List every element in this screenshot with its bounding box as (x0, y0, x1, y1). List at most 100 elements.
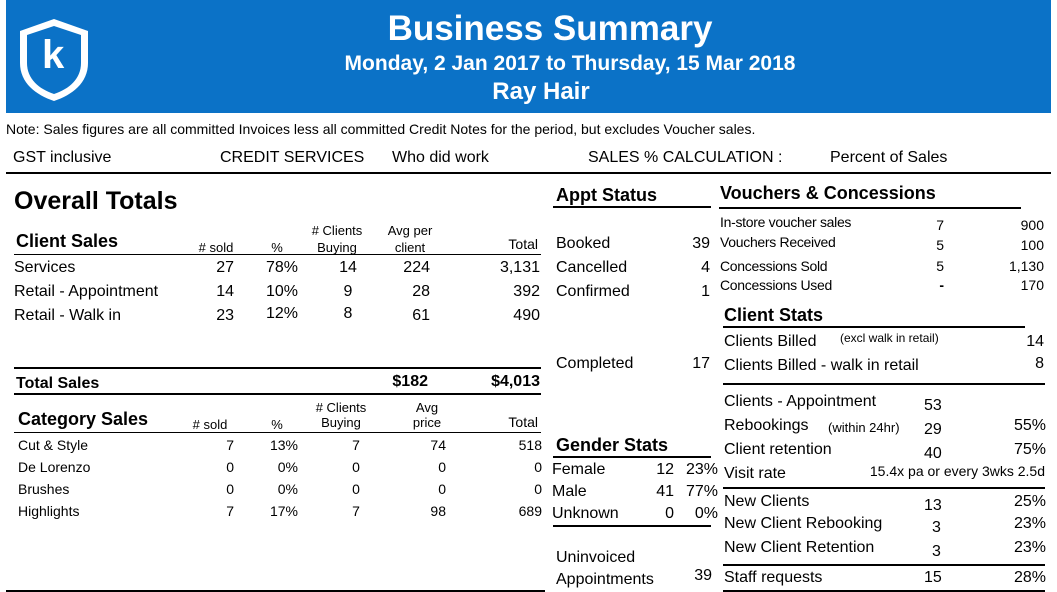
report-title: Business Summary (387, 9, 713, 48)
new-client-rebooking-pct: 23% (1013, 515, 1046, 532)
gender-male-label: Male (552, 483, 587, 500)
clients-billed-label: Clients Billed (724, 333, 817, 350)
client-stats-new-rule (723, 487, 1045, 489)
table-cell-avg: 98 (430, 503, 446, 519)
bottom-rule-right (723, 590, 1045, 592)
table-cell-avg: 0 (438, 481, 446, 497)
vouchers-title: Vouchers & Concessions (720, 183, 936, 203)
clients-appointment-value: 53 (924, 397, 942, 414)
staff-name: Ray Hair (492, 78, 590, 105)
table-cell-sold: 23 (216, 307, 234, 324)
table-row-label: Cut & Style (18, 437, 89, 453)
settings-divider (6, 172, 1051, 174)
col-clients-2: Buying (317, 240, 357, 255)
table-cell-total: 0 (534, 459, 542, 475)
table-cell-total: 3,131 (499, 259, 540, 276)
new-client-retention-label: New Client Retention (724, 539, 875, 556)
credit-services-label: CREDIT SERVICES (220, 149, 365, 166)
cat-col-total: Total (508, 414, 538, 430)
rebookings-value: 29 (924, 421, 942, 438)
cat-col-avg-1: Avg (415, 400, 439, 415)
voucher-row-value: 900 (1020, 217, 1044, 233)
table-cell-clients: 0 (352, 481, 360, 497)
gender-unknown-label: Unknown (552, 505, 619, 522)
completed-value: 17 (692, 355, 710, 372)
appt-status-title: Appt Status (556, 185, 657, 205)
table-cell-pct: 0% (277, 459, 298, 475)
table-row-label: Highlights (18, 503, 80, 519)
table-cell-total: 392 (513, 283, 540, 300)
gender-male-pct: 77% (685, 483, 718, 500)
col-avg-2: client (394, 240, 426, 255)
clients-billed-walkin-value: 8 (1035, 355, 1044, 372)
category-sales-rule (14, 432, 541, 433)
table-cell-clients: 14 (339, 259, 357, 276)
col-avg-1: Avg per (387, 223, 433, 238)
new-client-retention-pct: 23% (1013, 539, 1046, 556)
logo-letter: k (42, 33, 65, 77)
sales-calc-label: SALES % CALCULATION : (588, 149, 783, 166)
table-cell-pct: 12% (265, 305, 298, 322)
col-pct: % (271, 240, 283, 255)
table-row-label: De Lorenzo (18, 459, 91, 475)
rebookings-label: Rebookings (724, 417, 809, 434)
visit-rate-label: Visit rate (724, 465, 786, 482)
rebookings-pct: 55% (1013, 417, 1046, 434)
col-total: Total (508, 236, 538, 252)
new-clients-label: New Clients (724, 493, 810, 510)
voucher-row-label: Vouchers Received (720, 234, 836, 250)
new-clients-pct: 25% (1013, 493, 1046, 510)
uninvoiced-value: 39 (694, 567, 712, 584)
voucher-row-value: 1,130 (1008, 258, 1044, 274)
booked-value: 39 (692, 235, 710, 252)
table-cell-sold: 27 (216, 259, 234, 276)
voucher-row-count: 5 (936, 237, 944, 253)
table-cell-avg: 28 (412, 283, 430, 300)
table-row-label: Brushes (18, 481, 70, 497)
booked-label: Booked (556, 235, 611, 252)
staff-requests-label: Staff requests (724, 569, 823, 586)
table-cell-sold: 7 (226, 437, 234, 453)
staff-requests-rule (723, 564, 1045, 566)
table-cell-pct: 0% (277, 481, 298, 497)
uninvoiced-label-2: Appointments (556, 571, 654, 588)
gender-female-pct: 23% (685, 461, 718, 478)
voucher-row-count: - (939, 277, 944, 293)
table-cell-sold: 14 (216, 283, 234, 300)
total-sales-value: $4,013 (491, 373, 540, 390)
table-cell-avg: 224 (403, 259, 430, 276)
confirmed-label: Confirmed (556, 283, 630, 300)
table-cell-sold: 0 (226, 481, 234, 497)
client-stats-title: Client Stats (724, 305, 824, 325)
table-cell-total: 518 (518, 437, 542, 453)
client-sales-rule (14, 254, 541, 255)
gender-stats-rule (553, 456, 711, 458)
total-sales-bottom-rule (14, 393, 541, 395)
table-cell-clients: 7 (352, 437, 360, 453)
table-cell-pct: 10% (265, 283, 298, 300)
category-sales-title: Category Sales (18, 409, 149, 429)
bottom-rule-left (6, 590, 545, 592)
table-cell-clients: 8 (343, 305, 353, 322)
clients-billed-value: 14 (1026, 333, 1044, 350)
credit-services-value: Who did work (392, 149, 489, 166)
cat-col-clients-1: # Clients (315, 400, 367, 415)
gender-unknown-count: 0 (665, 505, 674, 522)
table-cell-avg: 61 (412, 307, 430, 324)
staff-requests-pct: 28% (1013, 569, 1046, 586)
table-cell-avg: 0 (438, 459, 446, 475)
cat-col-sold: # sold (192, 417, 228, 432)
cat-col-clients-2: Buying (321, 415, 361, 430)
new-client-retention-value: 3 (932, 543, 941, 560)
clients-billed-walkin-label: Clients Billed - walk in retail (724, 357, 919, 374)
total-sales-avg: $182 (392, 373, 428, 390)
gst-setting: GST inclusive (13, 149, 112, 166)
voucher-row-count: 5 (936, 258, 944, 274)
new-client-rebooking-label: New Client Rebooking (724, 515, 883, 532)
new-client-rebooking-value: 3 (932, 519, 941, 536)
table-cell-total: 490 (513, 307, 540, 324)
table-cell-pct: 17% (269, 503, 298, 519)
staff-requests-value: 15 (924, 569, 942, 586)
cat-col-pct: % (271, 417, 283, 432)
confirmed-value: 1 (701, 283, 710, 300)
